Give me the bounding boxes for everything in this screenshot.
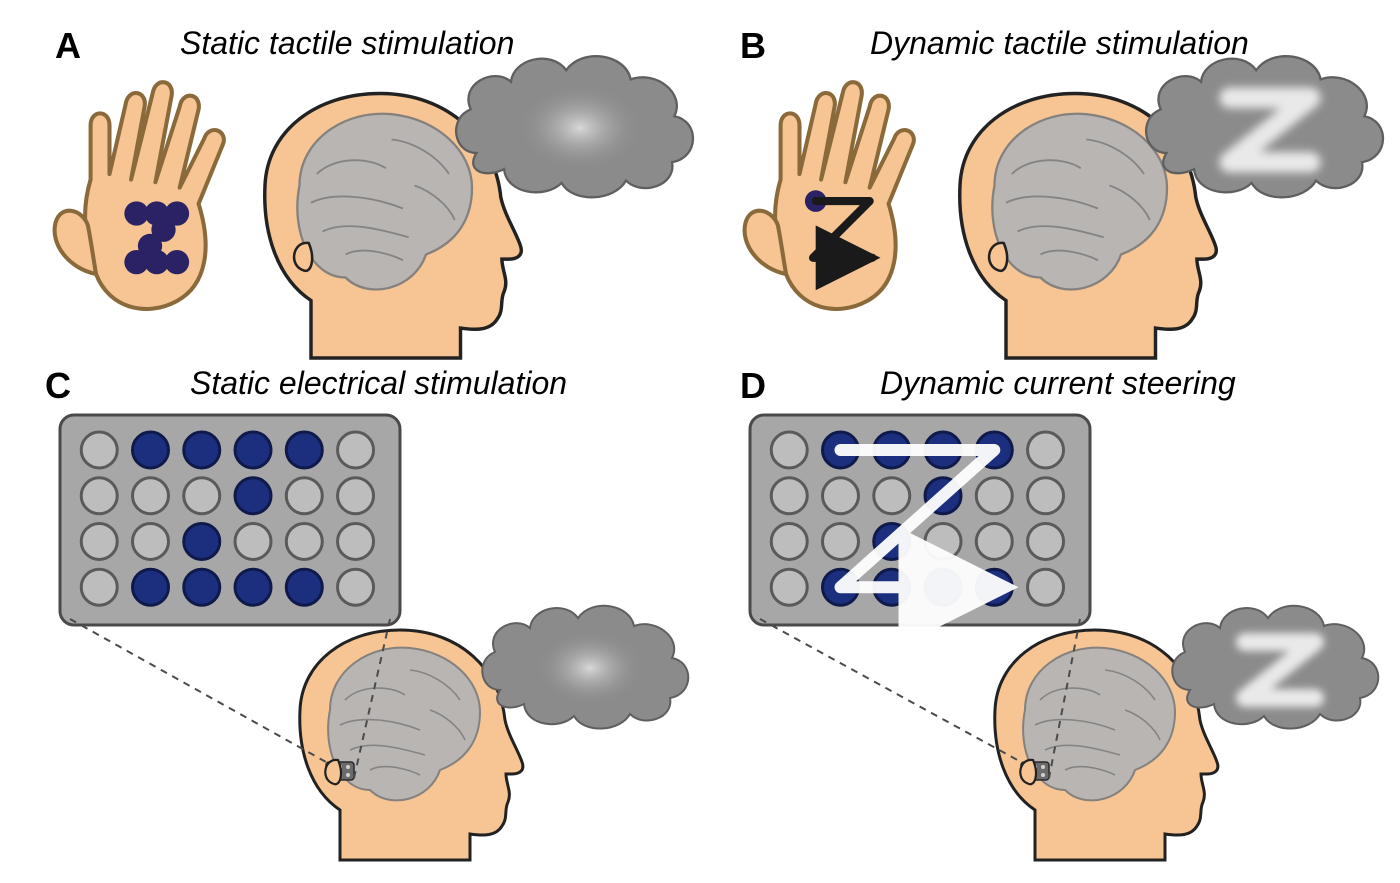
figure-svg <box>0 0 1400 883</box>
figure: A Static tactile stimulation B Dynamic t… <box>0 0 1400 883</box>
panel-a-hand <box>55 82 224 309</box>
